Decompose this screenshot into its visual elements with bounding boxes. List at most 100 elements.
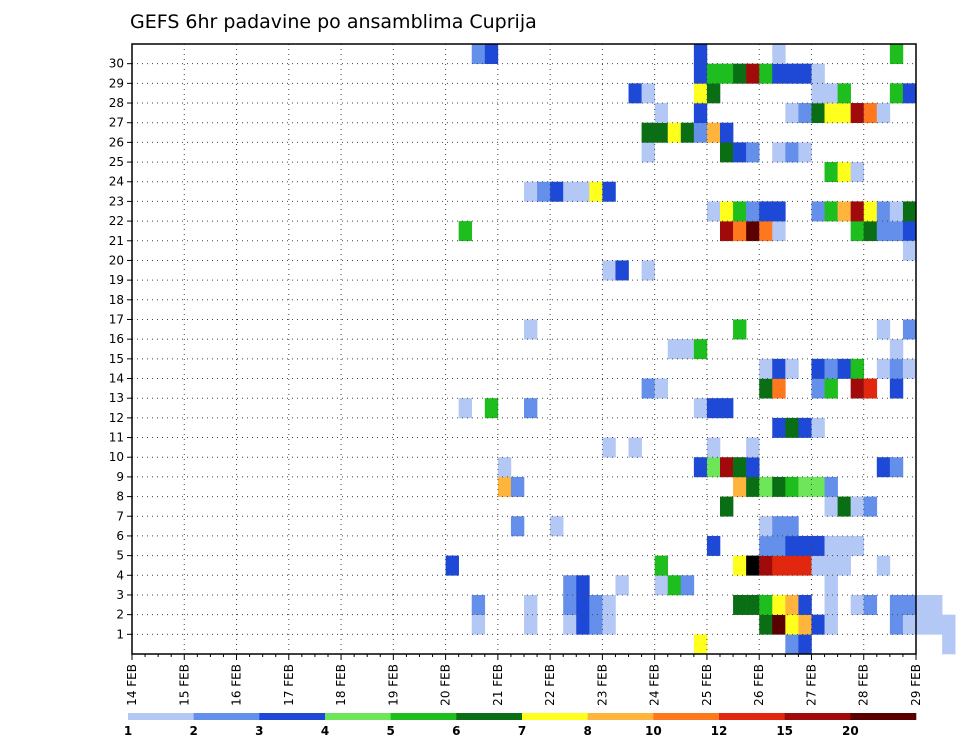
- colorbar-swatch: [456, 713, 523, 720]
- colorbar-swatch: [193, 713, 260, 720]
- heatmap-cell: [798, 594, 812, 615]
- y-tick-label: 25: [109, 155, 124, 169]
- heatmap-cell: [850, 496, 865, 517]
- colorbar-label: 4: [321, 724, 329, 738]
- heatmap-cell: [458, 221, 473, 242]
- heatmap-cell: [733, 142, 747, 163]
- heatmap-cell: [902, 240, 917, 261]
- heatmap-cell: [929, 594, 943, 615]
- heatmap-cell: [772, 201, 786, 222]
- x-tick-label: 21 FEB: [491, 664, 505, 706]
- heatmap-cell: [902, 358, 917, 379]
- heatmap-cell: [876, 319, 891, 340]
- heatmap-cell: [615, 260, 629, 281]
- heatmap-cell: [772, 417, 786, 438]
- heatmap-cell: [706, 457, 721, 478]
- heatmap-cell: [785, 614, 799, 635]
- heatmap-cell: [759, 594, 773, 615]
- heatmap-cell: [484, 398, 499, 419]
- heatmap-cell: [706, 83, 721, 104]
- heatmap-cell: [824, 358, 838, 379]
- y-tick-label: 26: [109, 135, 124, 149]
- heatmap-cell: [811, 103, 825, 124]
- x-tick-label: 28 FEB: [857, 664, 871, 706]
- heatmap-cell: [811, 555, 825, 576]
- heatmap-cell: [824, 378, 838, 399]
- colorbar-swatch: [259, 713, 326, 720]
- heatmap-cell: [785, 555, 799, 576]
- heatmap-cell: [942, 634, 956, 655]
- colorbar-label: 7: [518, 724, 526, 738]
- x-tick-label: 25 FEB: [700, 664, 714, 706]
- heatmap-cell: [785, 634, 799, 655]
- heatmap-cell: [576, 181, 590, 202]
- x-tick-label: 24 FEB: [648, 664, 662, 706]
- heatmap-cell: [537, 181, 551, 202]
- heatmap-cell: [615, 575, 629, 596]
- heatmap-cell: [733, 594, 747, 615]
- heatmap-cell: [602, 260, 616, 281]
- heatmap-cell: [916, 594, 930, 615]
- heatmap-cell: [785, 142, 799, 163]
- heatmap-cell: [576, 594, 590, 615]
- heatmap-cell: [824, 83, 838, 104]
- colorbar-swatch: [522, 713, 588, 720]
- heatmap-cell: [471, 44, 486, 64]
- heatmap-cell: [576, 614, 590, 635]
- heatmap-cell: [798, 634, 812, 655]
- heatmap-cell: [471, 614, 486, 635]
- heatmap-cell: [654, 575, 669, 596]
- colorbar-swatch: [653, 713, 720, 720]
- x-tick-label: 19 FEB: [386, 664, 400, 706]
- x-tick-label: 23 FEB: [595, 664, 609, 706]
- heatmap-cell: [902, 594, 917, 615]
- heatmap-cell: [811, 614, 825, 635]
- heatmap-cell: [641, 83, 655, 104]
- heatmap-cell: [654, 103, 669, 124]
- heatmap-cell: [759, 614, 773, 635]
- heatmap-cell: [458, 398, 473, 419]
- heatmap-cell: [759, 535, 773, 556]
- colorbar-label: 2: [189, 724, 197, 738]
- heatmap-cell: [497, 457, 512, 478]
- heatmap-cell: [772, 614, 786, 635]
- heatmap-cell: [484, 44, 499, 64]
- heatmap-cell: [693, 44, 708, 64]
- y-tick-label: 9: [116, 470, 124, 484]
- heatmap-cell: [706, 535, 721, 556]
- heatmap-cell: [759, 476, 773, 497]
- heatmap-cell: [524, 614, 538, 635]
- heatmap-cell: [772, 221, 786, 242]
- heatmap-cell: [876, 221, 891, 242]
- heatmap-cell: [733, 555, 747, 576]
- x-tick-label: 14 FEB: [125, 664, 139, 706]
- heatmap-cell: [785, 358, 799, 379]
- heatmap-cell: [720, 496, 734, 517]
- heatmap-cell: [524, 398, 538, 419]
- heatmap-cell: [785, 103, 799, 124]
- y-tick-label: 21: [109, 234, 124, 248]
- heatmap-cell: [772, 555, 786, 576]
- heatmap-cell: [706, 122, 721, 143]
- heatmap-cell: [746, 201, 760, 222]
- heatmap-cell: [641, 260, 655, 281]
- colorbar-legend: 1 2 3 4 5 6 7 8 10 12 15 20: [124, 713, 917, 738]
- x-tick-label: 22 FEB: [543, 664, 557, 706]
- heatmap-cell: [863, 594, 878, 615]
- heatmap-cell: [720, 457, 734, 478]
- heatmap-cell: [837, 201, 851, 222]
- y-tick-label: 8: [116, 490, 124, 504]
- x-tick-label: 26 FEB: [752, 664, 766, 706]
- y-tick-label: 24: [109, 175, 124, 189]
- y-tick-label: 1: [116, 627, 124, 641]
- heatmap-cell: [680, 339, 695, 360]
- y-tick-label: 3: [116, 588, 124, 602]
- chart-title: GEFS 6hr padavine po ansamblima Cuprija: [130, 11, 537, 33]
- heatmap-cell: [563, 181, 577, 202]
- colorbar-label: 10: [645, 724, 662, 738]
- x-tick-label: 20 FEB: [439, 664, 453, 706]
- heatmap-cell: [837, 555, 851, 576]
- heatmap-cell: [850, 358, 865, 379]
- heatmap-cell: [902, 221, 917, 242]
- y-axis: 1234567891011121314151617181920212223242…: [109, 57, 132, 641]
